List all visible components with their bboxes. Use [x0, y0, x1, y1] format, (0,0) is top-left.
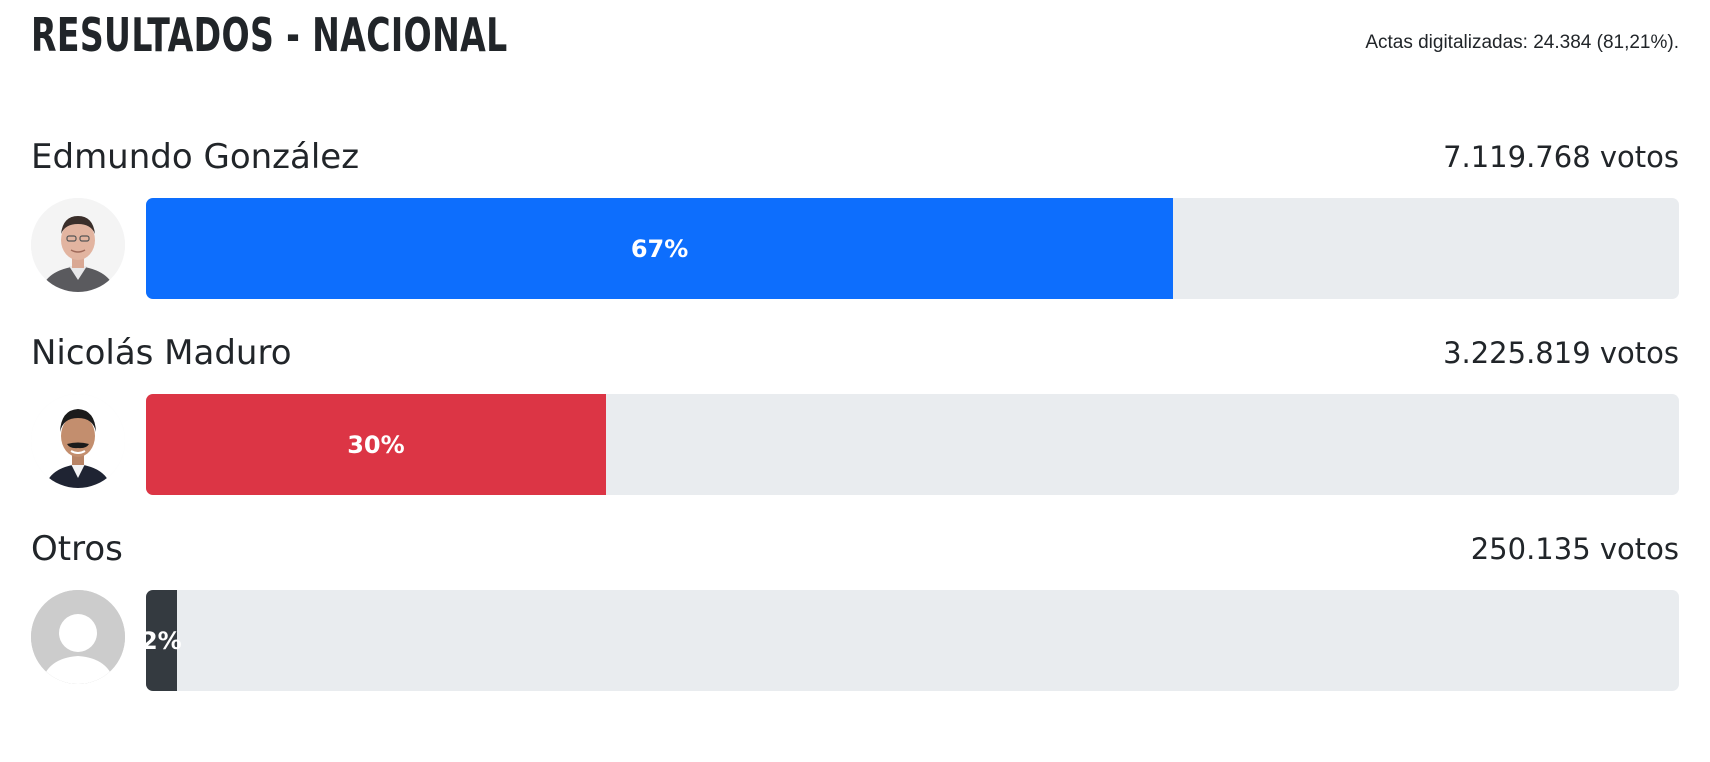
candidate-row: Nicolás Maduro 3.225.819 votos 30% [31, 333, 1679, 508]
page-title: RESULTADOS - NACIONAL [31, 8, 508, 62]
actas-summary: Actas digitalizadas: 24.384 (81,21%). [1365, 32, 1679, 53]
candidate-photo-icon [31, 394, 125, 488]
vote-progress-track: 67% [146, 198, 1679, 299]
vote-progress-track: 30% [146, 394, 1679, 495]
results-header: RESULTADOS - NACIONAL Actas digitalizada… [31, 0, 1679, 80]
vote-progress-bar: 2% [146, 590, 182, 691]
candidate-row: Edmundo González 7.119.768 votos 67% [31, 137, 1679, 312]
candidate-name: Edmundo González [31, 137, 360, 177]
default-avatar-icon [31, 590, 125, 684]
vote-progress-bar: 67% [146, 198, 1174, 299]
candidate-votes: 7.119.768 votos [1443, 140, 1679, 174]
candidate-row: Otros 250.135 votos 2% [31, 529, 1679, 704]
candidate-votes: 250.135 votos [1470, 532, 1679, 566]
candidate-name: Otros [31, 529, 123, 569]
candidate-name: Nicolás Maduro [31, 333, 292, 373]
vote-progress-bar: 30% [146, 394, 606, 495]
vote-progress-track: 2% [146, 590, 1679, 691]
candidate-photo-icon [31, 198, 125, 292]
candidate-votes: 3.225.819 votos [1443, 336, 1679, 370]
